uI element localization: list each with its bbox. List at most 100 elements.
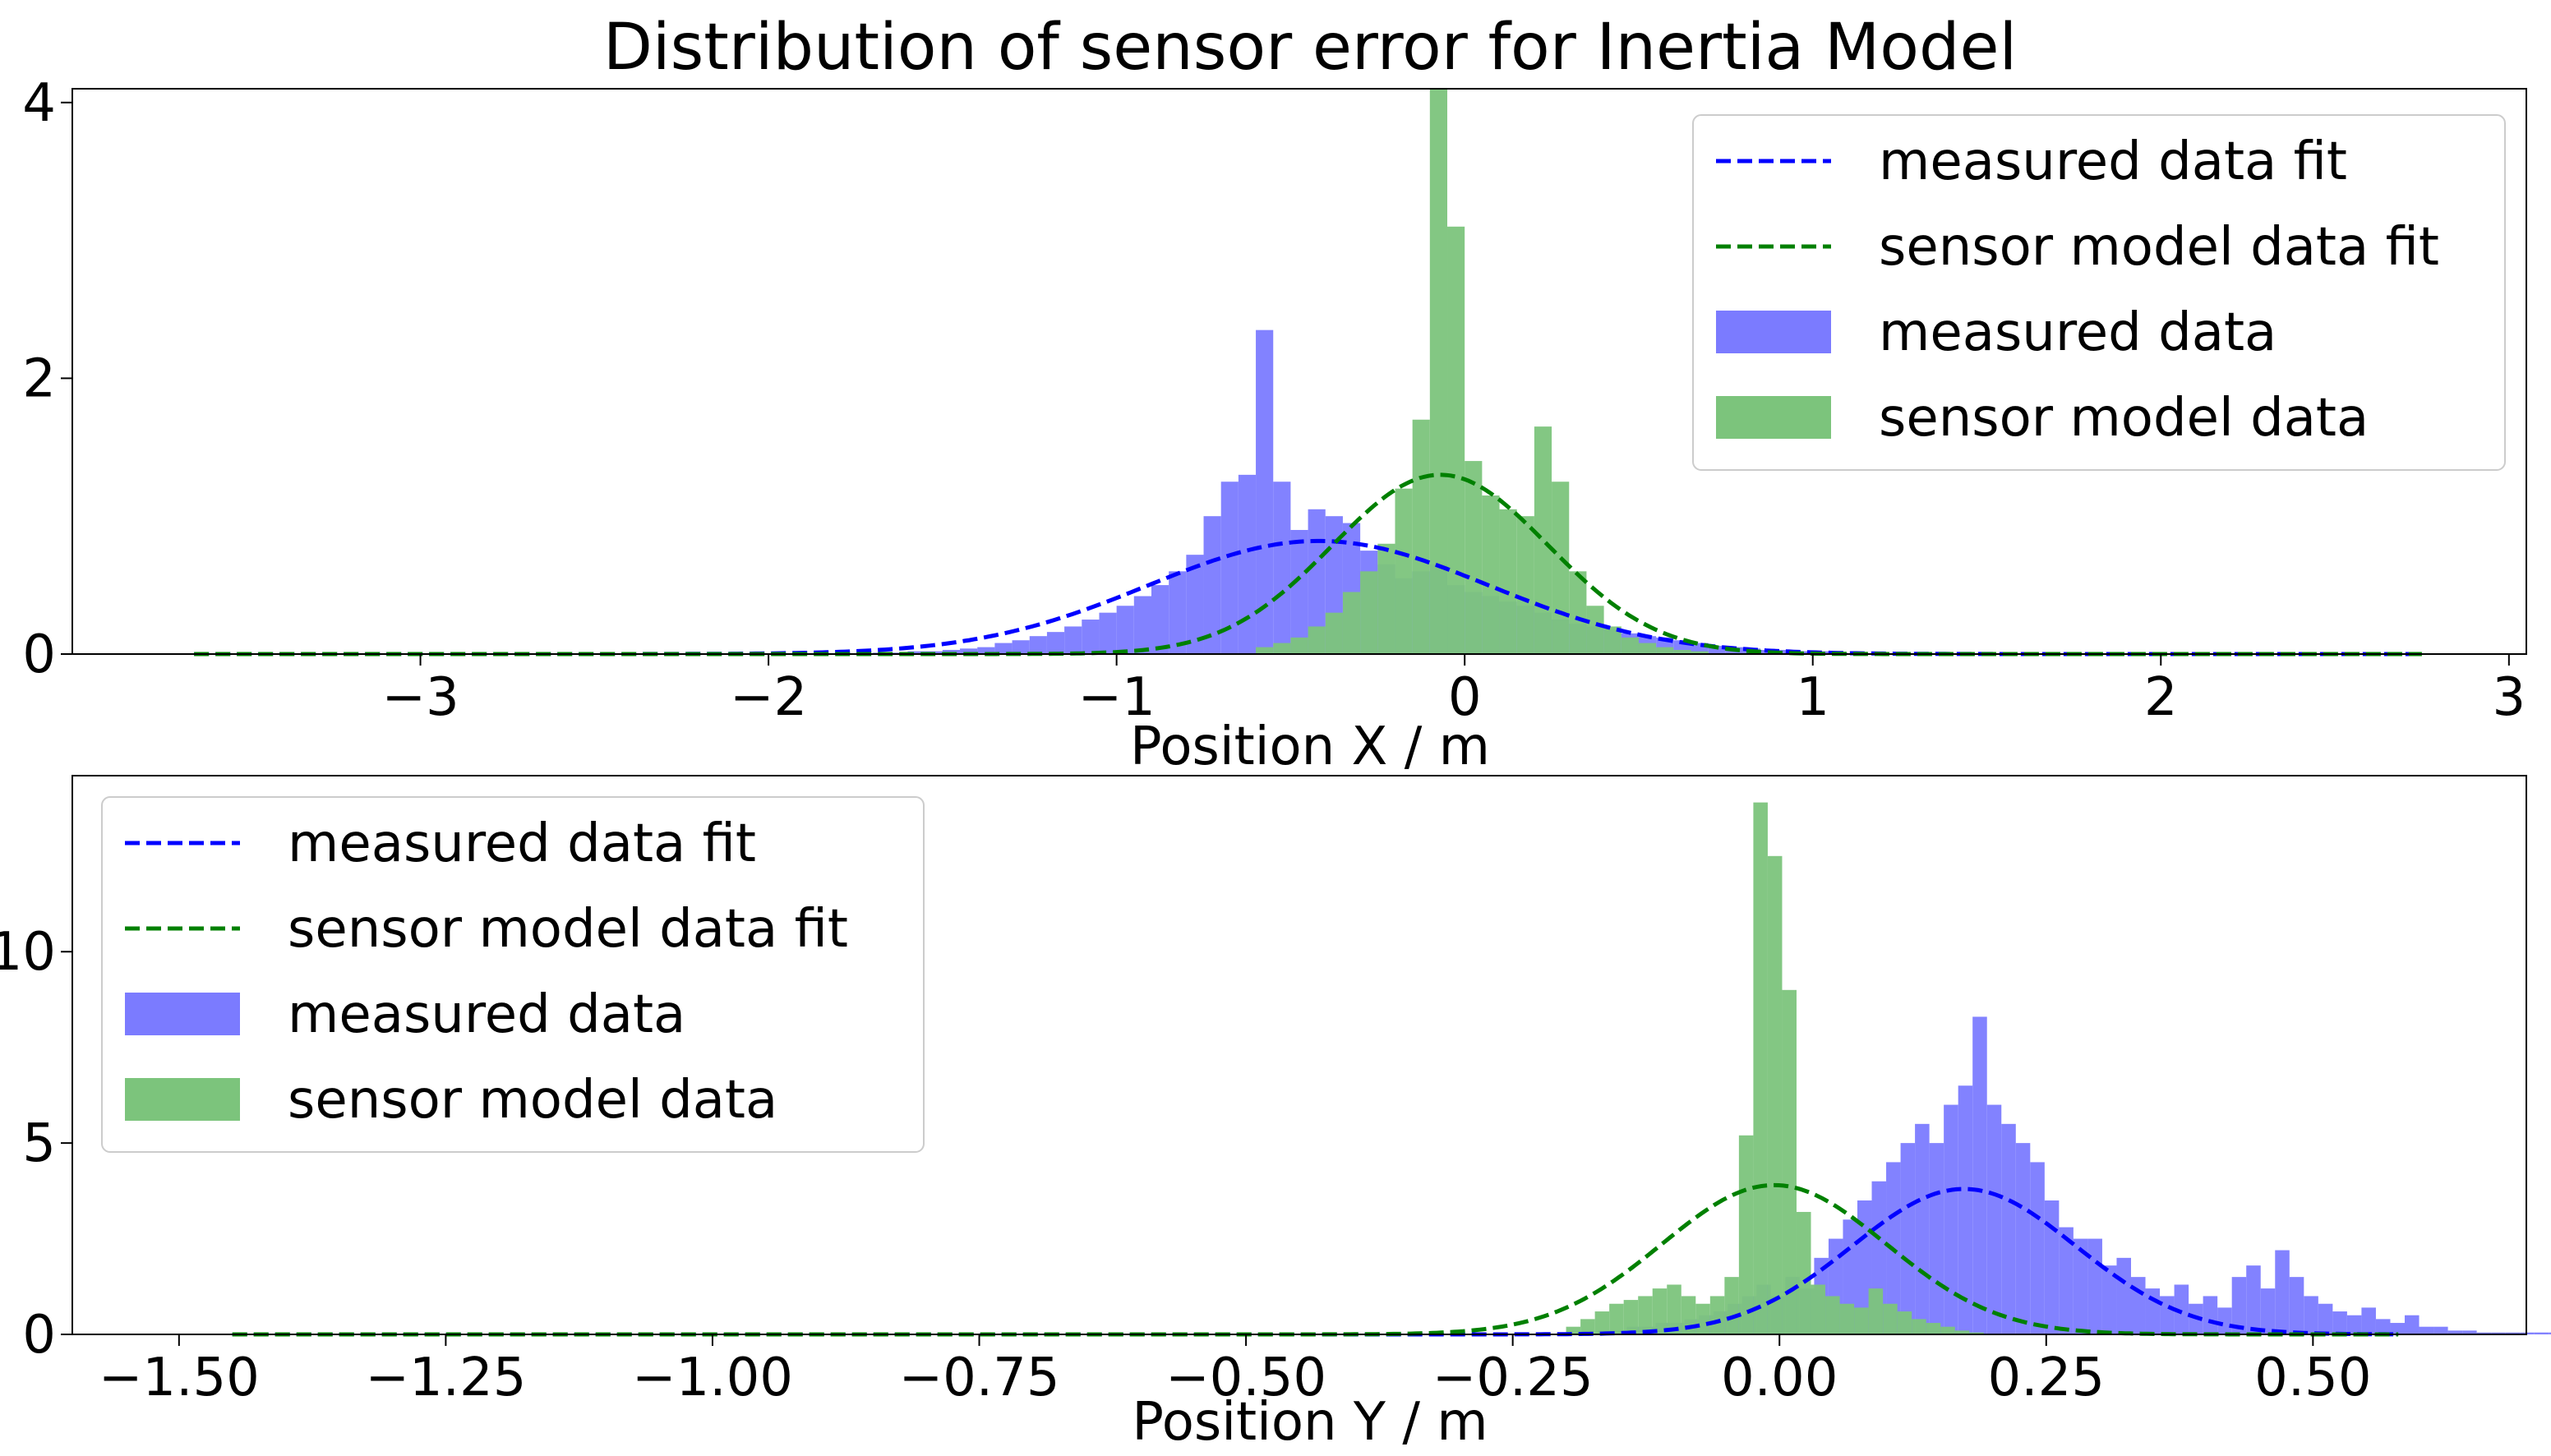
top-measured-bar	[907, 651, 925, 654]
top-measured-bar	[1116, 606, 1134, 654]
top-measured-bar	[977, 647, 995, 654]
bottom-measured-bar	[1972, 1016, 1987, 1334]
bottom-measured-bar	[2419, 1326, 2434, 1334]
top-x-axis-label: Position X / m	[1130, 716, 1490, 777]
bottom-sensor-bar	[1839, 1303, 1855, 1334]
top-sensor-bar	[1621, 637, 1639, 654]
bottom-legend-label: measured data fit	[288, 813, 756, 874]
top-sensor-bar	[1412, 419, 1430, 654]
top-measured-bar	[1203, 516, 1221, 654]
top-measured-bar	[1029, 636, 1047, 654]
top-sensor-bar	[1377, 543, 1395, 654]
top-histogram-bars	[873, 89, 1848, 654]
top-measured-bar	[960, 648, 978, 654]
bottom-sensor-bar	[1868, 1288, 1884, 1334]
bottom-x-tick-label: −0.50	[1165, 1348, 1326, 1408]
bottom-x-tick-label: 0.50	[2254, 1348, 2372, 1408]
bottom-x-tick-label: 0.25	[1988, 1348, 2106, 1408]
top-legend-label: measured data fit	[1879, 131, 2347, 192]
bottom-y-tick-label: 0	[22, 1305, 56, 1366]
bottom-measured-bar	[2203, 1296, 2218, 1334]
bottom-measured-bar	[2361, 1307, 2376, 1334]
bottom-measured-bar	[2217, 1307, 2232, 1334]
top-measured-bar	[1082, 620, 1100, 654]
top-plot-frame	[72, 88, 2527, 655]
top-measured-bar	[1099, 612, 1117, 654]
bottom-legend-measured-handle	[125, 993, 240, 1035]
top-measured-bar	[1795, 651, 1813, 654]
bottom-sensor-bar	[1709, 1296, 1725, 1334]
bottom-sensor-bar	[1724, 1277, 1739, 1334]
top-y-tick-label: 2	[22, 348, 56, 409]
bottom-measured-bar	[2073, 1238, 2088, 1334]
top-x-tick-label: 3	[2492, 667, 2526, 728]
bottom-histogram-bars	[1566, 802, 2551, 1334]
top-y-tick-label: 4	[22, 73, 56, 134]
bottom-measured-bar	[1900, 1143, 1916, 1334]
bottom-axes: −1.50 −1.25 −1.00 −0.75 −0.50 −0.25 0.00 0.25 0.…	[0, 775, 2527, 1408]
bottom-measured-bar	[2549, 1332, 2551, 1334]
bottom-measured-bar	[1929, 1143, 1944, 1334]
bottom-measured-bar	[2289, 1277, 2304, 1334]
bottom-legend-label: sensor model data fit	[288, 899, 848, 960]
top-sensor-bar	[1308, 626, 1326, 654]
top-axes: −3 −2 −1 0 1 2 3 0 2 4	[22, 73, 2527, 728]
top-legend-box	[1692, 114, 2506, 471]
bottom-sensor-bar	[1940, 1326, 1955, 1334]
bottom-measured-bar	[2433, 1326, 2448, 1334]
bottom-measured-bar	[2491, 1332, 2506, 1334]
top-measured-bar	[942, 649, 961, 654]
top-sensor-bar	[1516, 516, 1534, 654]
top-measured-bar	[1064, 626, 1082, 654]
bottom-sensor-bar	[1954, 1330, 1970, 1334]
bottom-measured-bar	[2534, 1332, 2549, 1334]
top-measured-bar	[1046, 632, 1065, 654]
bottom-sensor-bar	[1782, 989, 1797, 1334]
top-legend: measured data fit sensor model data fit me…	[1692, 114, 2506, 471]
bottom-measured-bar	[2260, 1288, 2276, 1334]
bottom-x-axis-label: Position Y / m	[1132, 1392, 1488, 1453]
bottom-sensor-bar	[1811, 1284, 1826, 1334]
bottom-legend-label: sensor model data	[288, 1070, 777, 1131]
top-legend-sensor-handle	[1716, 396, 1831, 439]
bottom-measured-bar	[2404, 1315, 2420, 1334]
bottom-measured-bar	[2304, 1296, 2318, 1334]
bottom-sensor-bar	[1738, 1135, 1754, 1334]
bottom-measured-bar	[2030, 1162, 2045, 1334]
bottom-measured-bar	[2101, 1265, 2117, 1334]
chart-bottom: −1.50 −1.25 −1.00 −0.75 −0.50 −0.25 0.00 0.25 0.…	[0, 775, 2551, 1453]
top-x-tick-label: 2	[2144, 667, 2178, 728]
bottom-measured-bar	[2332, 1311, 2347, 1334]
bottom-sensor-bar	[1580, 1319, 1595, 1334]
bottom-sensor-bar	[1969, 1332, 1984, 1334]
top-sensor-bar	[1603, 626, 1621, 654]
bottom-measured-bar	[2116, 1257, 2131, 1334]
top-legend-measured-handle	[1716, 311, 1831, 353]
chart-title: Distribution of sensor error for Inertia…	[603, 11, 2017, 85]
top-legend-label: sensor model data fit	[1879, 217, 2439, 278]
bottom-sensor-bar	[1767, 855, 1783, 1334]
bottom-measured-bar	[2174, 1284, 2189, 1334]
top-legend-label: sensor model data	[1879, 388, 2369, 449]
top-sensor-bar	[1499, 509, 1517, 654]
top-sensor-bar	[1638, 643, 1657, 654]
top-sensor-bar	[1691, 651, 1709, 654]
top-measured-bar	[1133, 596, 1151, 654]
top-measured-bar	[1708, 645, 1726, 654]
top-legend-label: measured data	[1879, 302, 2277, 363]
bottom-legend-sensor-handle	[125, 1078, 240, 1121]
top-sensor-bar	[1290, 637, 1308, 654]
top-y-tick-label: 0	[22, 624, 56, 685]
bottom-measured-bar	[1986, 1104, 2002, 1334]
top-x-tick-label: −1	[1077, 667, 1155, 728]
bottom-legend: measured data fit sensor model data fit me…	[101, 796, 925, 1153]
bottom-sensor-bar	[1667, 1284, 1681, 1334]
bottom-sensor-bar	[1753, 802, 1768, 1334]
top-measured-bar	[1186, 555, 1204, 654]
bottom-measured-bar	[2375, 1319, 2391, 1334]
bottom-measured-bar	[2462, 1330, 2477, 1334]
bottom-x-tick-label: −1.25	[365, 1348, 526, 1408]
top-sensor-bar	[1447, 226, 1465, 654]
bottom-measured-bar	[2044, 1200, 2060, 1334]
bottom-y-tick-label: 5	[22, 1113, 56, 1174]
